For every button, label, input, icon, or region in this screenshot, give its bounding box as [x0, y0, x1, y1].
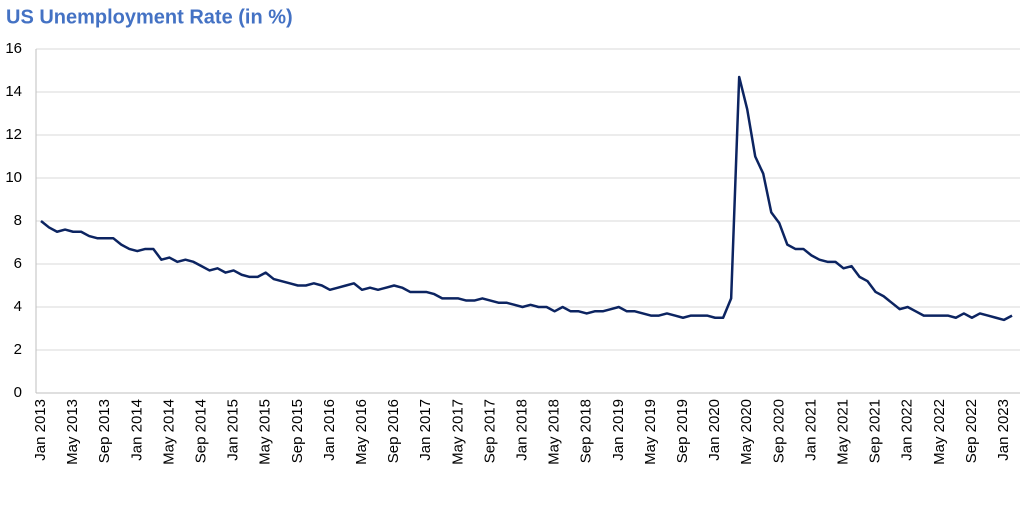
chart-title: US Unemployment Rate (in %)	[6, 6, 293, 28]
x-tick-label: May 2018	[546, 399, 563, 465]
x-tick-label: Sep 2016	[385, 399, 402, 463]
x-tick-label: May 2017	[449, 399, 466, 465]
x-tick-label: May 2022	[931, 399, 948, 465]
x-tick-label: May 2014	[160, 399, 177, 465]
y-tick-label: 2	[14, 341, 22, 358]
x-tick-label: Jan 2021	[802, 399, 819, 461]
y-tick-label: 14	[5, 83, 22, 100]
x-tick-label: Jan 2020	[706, 399, 723, 461]
y-tick-label: 6	[14, 255, 22, 272]
x-tick-label: Jan 2019	[610, 399, 627, 461]
x-tick-label: Sep 2022	[963, 399, 980, 463]
y-tick-label: 8	[14, 212, 22, 229]
line-series	[40, 75, 1013, 322]
x-tick-label: Jan 2023	[995, 399, 1012, 461]
x-tick-label: May 2019	[642, 399, 659, 465]
x-tick-label: Sep 2019	[674, 399, 691, 463]
x-tick-label: May 2013	[64, 399, 81, 465]
y-tick-label: 0	[14, 384, 22, 401]
y-tick-label: 10	[5, 169, 22, 186]
x-tick-label: Jan 2014	[128, 399, 145, 461]
x-tick-label: Sep 2013	[96, 399, 113, 463]
x-tick-label: Jan 2017	[417, 399, 434, 461]
x-tick-label: May 2016	[353, 399, 370, 465]
x-tick-label: Jan 2016	[321, 399, 338, 461]
x-tick-label: May 2021	[834, 399, 851, 465]
x-tick-label: Sep 2014	[192, 399, 209, 463]
x-tick-label: Sep 2021	[867, 399, 884, 463]
x-tick-label: Jan 2022	[899, 399, 916, 461]
x-tick-label: Sep 2017	[481, 399, 498, 463]
x-tick-label: Jan 2018	[513, 399, 530, 461]
x-tick-label: Sep 2015	[289, 399, 306, 463]
y-tick-label: 4	[14, 298, 22, 315]
x-tick-label: Jan 2013	[32, 399, 49, 461]
x-tick-label: May 2020	[738, 399, 755, 465]
y-tick-label: 16	[5, 40, 22, 57]
x-tick-label: May 2015	[257, 399, 274, 465]
x-tick-label: Sep 2020	[770, 399, 787, 463]
x-tick-label: Sep 2018	[578, 399, 595, 463]
x-tick-label: Jan 2015	[225, 399, 242, 461]
y-tick-label: 12	[5, 126, 22, 143]
